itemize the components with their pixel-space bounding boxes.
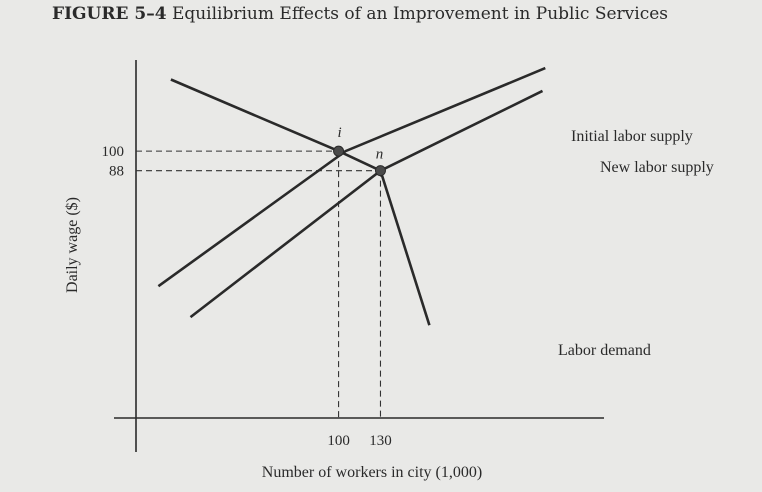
equilibrium-point-n [374, 165, 386, 177]
equilibrium-points: in [333, 125, 386, 177]
figure-label: FIGURE 5–4 [52, 4, 167, 24]
y-tick-label-0: 100 [102, 144, 125, 160]
series-line-0 [157, 66, 546, 288]
guide-lines [136, 150, 382, 418]
series-label-1: New labor supply [600, 159, 714, 176]
series-line-1 [189, 89, 544, 319]
figure-title: FIGURE 5–4 Equilibrium Effects of an Imp… [52, 4, 668, 24]
series-label-2: Labor demand [558, 342, 651, 359]
equilibrium-point-i [333, 145, 345, 157]
figure-caption: Equilibrium Effects of an Improvement in… [171, 4, 669, 24]
series-lines [157, 66, 546, 326]
series-label-0: Initial labor supply [571, 128, 693, 145]
point-label-i: i [337, 125, 341, 141]
x-axis-label: Number of workers in city (1,000) [262, 464, 482, 481]
x-tick-label-0: 100 [327, 433, 350, 449]
y-tick-label-1: 88 [109, 164, 124, 180]
x-tick-label-1: 130 [369, 433, 392, 449]
tick-labels: 100 88 100 130 [102, 144, 392, 449]
y-axis-label: Daily wage ($) [64, 197, 81, 293]
point-label-n: n [376, 147, 384, 163]
series-line-2 [170, 78, 431, 326]
series-labels: Initial labor supply New labor supply Labo… [558, 128, 714, 359]
